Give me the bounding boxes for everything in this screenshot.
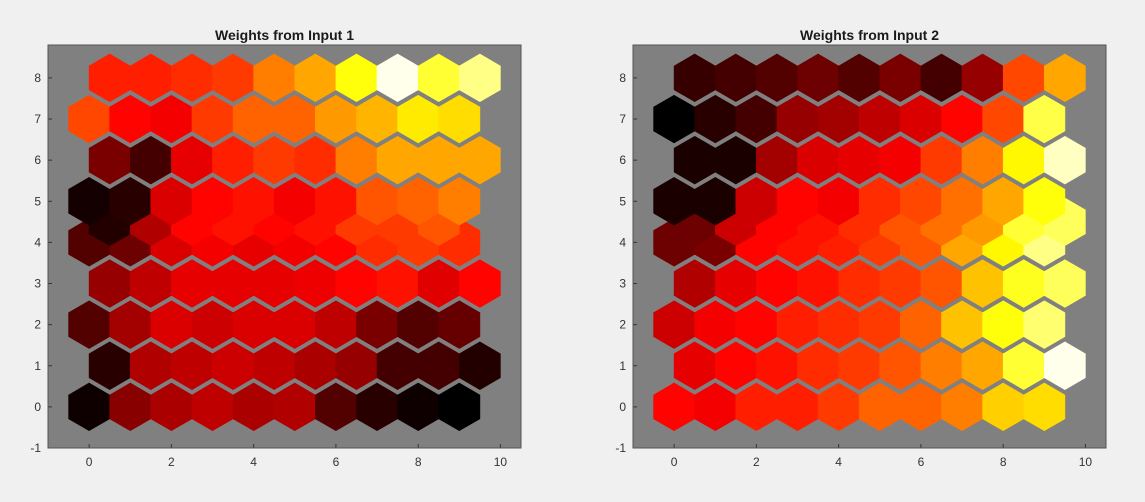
hex-cell: [438, 177, 481, 226]
y-tick-label: 1: [34, 359, 41, 373]
chart-title: Weights from Input 2: [800, 27, 939, 43]
x-tick-label: 6: [333, 455, 340, 469]
x-tick-label: 10: [1079, 455, 1093, 469]
y-tick-label: 3: [34, 277, 41, 291]
x-tick-label: 8: [415, 455, 422, 469]
x-tick-label: 2: [753, 455, 760, 469]
hex-cell: [1023, 300, 1066, 349]
hex-cell: [1044, 259, 1086, 308]
y-tick-label: 7: [34, 112, 41, 126]
y-tick-label: 6: [619, 153, 626, 167]
hex-cell: [458, 53, 501, 103]
x-tick-label: 6: [918, 455, 925, 469]
x-tick-label: 0: [671, 455, 678, 469]
x-tick-label: 8: [1000, 455, 1007, 469]
y-tick-label: 0: [34, 400, 41, 414]
x-tick-label: 4: [250, 455, 257, 469]
y-tick-label: 0: [619, 400, 626, 414]
plot-input-1: 0 2 4 6 8 10 -1 0 1 2 3 4 5 6 7 8 Weights from Input 1: [30, 27, 522, 469]
x-tick-label: 2: [168, 455, 175, 469]
x-tick-label: 10: [494, 455, 508, 469]
hex-cell: [1044, 135, 1086, 185]
y-tick-label: 3: [619, 277, 626, 291]
axes-frame: [47, 44, 522, 449]
y-tick-label: 5: [619, 194, 626, 208]
y-tick-label: 6: [34, 153, 41, 167]
y-tick-label: 4: [619, 235, 626, 249]
hex-cell: [1044, 341, 1086, 390]
y-tick-label: -1: [615, 441, 626, 455]
y-tick-label: 2: [619, 318, 626, 332]
hex-cells: [653, 53, 1086, 432]
hex-cell: [438, 382, 481, 432]
hex-cell: [1023, 382, 1066, 432]
x-tick-label: 4: [835, 455, 842, 469]
y-tick-label: 2: [34, 318, 41, 332]
hex-cell: [1023, 177, 1066, 226]
hex-cell: [438, 300, 481, 349]
y-tick-label: 5: [34, 194, 41, 208]
y-tick-label: 8: [619, 71, 626, 85]
hex-cell: [1023, 94, 1066, 144]
hex-cell: [438, 94, 481, 144]
y-tick-label: -1: [30, 441, 41, 455]
x-tick-label: 0: [86, 455, 93, 469]
plot-input-2: 0 2 4 6 8 10 -1 0 1 2 3 4 5 6 7 8 Weights from Input 2: [615, 27, 1107, 469]
hex-cell: [458, 341, 501, 390]
y-tick-label: 7: [619, 112, 626, 126]
chart-title: Weights from Input 1: [215, 27, 354, 43]
hex-cell: [458, 135, 501, 185]
hex-cell: [458, 259, 501, 308]
y-tick-label: 1: [619, 359, 626, 373]
y-tick-label: 8: [34, 71, 41, 85]
hex-cell: [1044, 53, 1086, 103]
hex-cells: [68, 53, 501, 432]
axes-frame: [632, 44, 1107, 449]
y-tick-label: 4: [34, 235, 41, 249]
